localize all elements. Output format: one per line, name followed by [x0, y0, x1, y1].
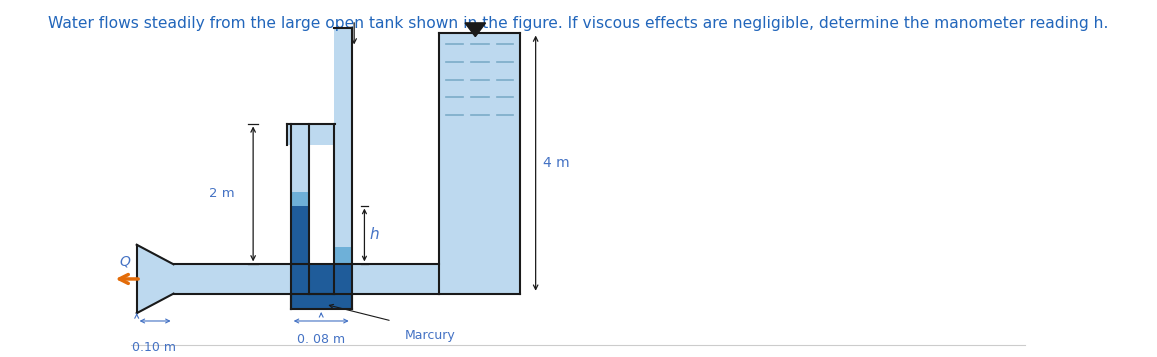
Text: h: h — [369, 227, 379, 242]
Bar — [174, 264, 439, 293]
Text: 0.10 m: 0.10 m — [132, 341, 176, 353]
Bar — [439, 32, 521, 293]
Polygon shape — [137, 245, 174, 313]
Bar — [290, 192, 309, 206]
Bar — [333, 28, 352, 309]
Bar — [290, 293, 352, 309]
Bar — [333, 247, 352, 264]
Bar — [290, 145, 309, 293]
Text: 0. 08 m: 0. 08 m — [297, 333, 345, 346]
Text: Marcury: Marcury — [405, 329, 456, 342]
Text: Water flows steadily from the large open tank shown in the figure. If viscous ef: Water flows steadily from the large open… — [49, 16, 1108, 31]
Text: 2 m: 2 m — [208, 187, 235, 200]
Bar — [287, 124, 338, 145]
Text: 4 m: 4 m — [543, 156, 569, 170]
Polygon shape — [465, 23, 486, 36]
Bar — [290, 264, 352, 309]
Text: Q: Q — [119, 255, 130, 268]
Polygon shape — [137, 245, 174, 293]
Bar — [290, 206, 309, 264]
Bar — [309, 145, 333, 293]
